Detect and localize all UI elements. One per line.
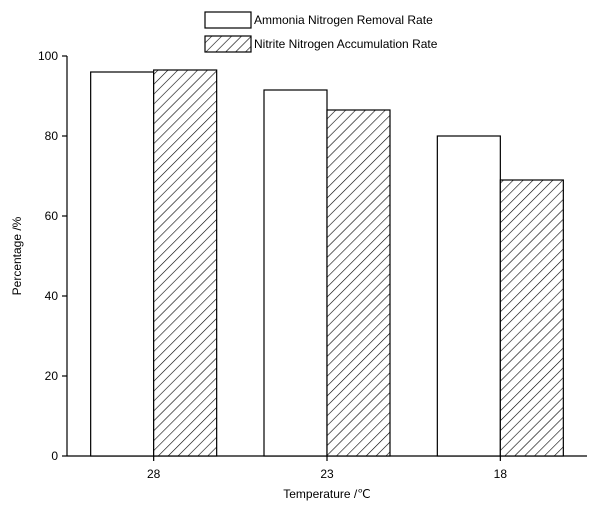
y-tick-label: 20 xyxy=(45,369,59,383)
x-axis-ticks: 28 23 18 xyxy=(147,456,507,481)
bar-ammonia-removal xyxy=(263,89,328,457)
y-axis-title: Percentage /% xyxy=(10,216,24,295)
y-axis-ticks: 0 20 40 60 80 100 xyxy=(38,49,67,463)
bar-nitrite-accumulation xyxy=(326,109,391,457)
legend-swatch-ammonia xyxy=(204,11,252,29)
bar-ammonia-removal xyxy=(436,135,501,457)
y-tick-label: 80 xyxy=(45,129,59,143)
y-tick-label: 60 xyxy=(45,209,59,223)
x-tick-label: 18 xyxy=(494,467,508,481)
legend: Ammonia Nitrogen Removal Rate Nitrite Ni… xyxy=(204,11,438,53)
bar-nitrite-accumulation xyxy=(153,69,218,457)
x-tick-label: 28 xyxy=(147,467,161,481)
x-axis-title: Temperature /℃ xyxy=(283,487,371,501)
y-tick-label: 40 xyxy=(45,289,59,303)
bars xyxy=(90,69,564,457)
x-tick-label: 23 xyxy=(320,467,334,481)
bar-ammonia-removal xyxy=(90,71,155,457)
y-tick-label: 0 xyxy=(51,449,58,463)
y-tick-label: 100 xyxy=(38,49,58,63)
legend-label-ammonia: Ammonia Nitrogen Removal Rate xyxy=(254,13,433,27)
bar-nitrite-accumulation xyxy=(499,179,564,457)
legend-label-nitrite: Nitrite Nitrogen Accumulation Rate xyxy=(254,37,438,51)
legend-swatch-nitrite xyxy=(204,35,252,53)
